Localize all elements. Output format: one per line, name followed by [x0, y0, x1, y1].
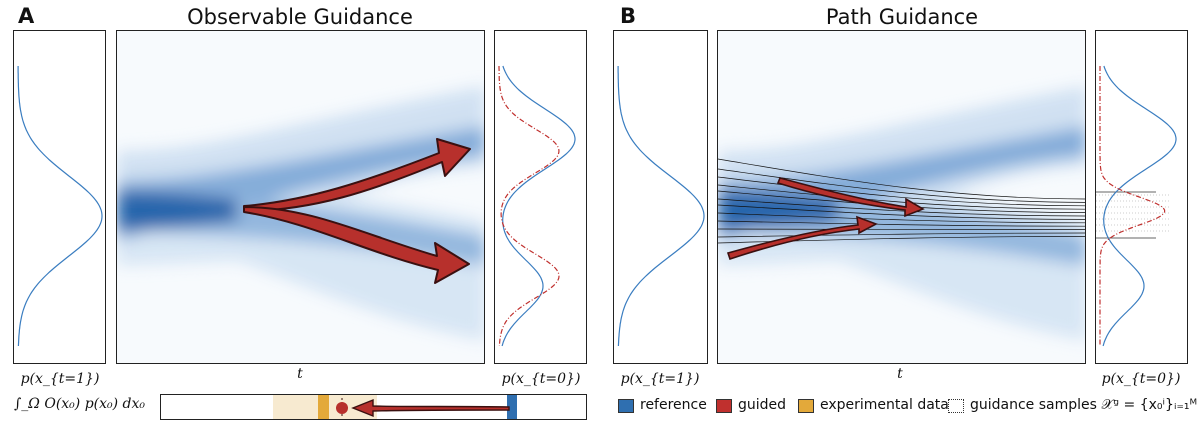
observable-bar	[160, 394, 587, 420]
observable-shift-arrow	[351, 398, 510, 418]
sample-path	[718, 220, 1085, 227]
sample-path	[718, 176, 1085, 207]
sample-path	[718, 184, 1085, 210]
panel-a-letter: A	[18, 4, 35, 28]
panel-b-left-density-svg	[617, 66, 705, 347]
integral-label: ∫_Ω O(x₀) p(x₀) dx₀	[14, 396, 146, 412]
sample-path	[718, 212, 1085, 224]
guidance-arrow-lower	[243, 206, 470, 284]
guided-swatch	[716, 399, 732, 413]
sample-path	[718, 236, 1085, 244]
panel-a-left-density-plot	[13, 30, 106, 364]
sample-path	[718, 204, 1085, 220]
panel-a-heatmap-svg	[117, 31, 484, 363]
panel-b-right-density-svg	[1096, 65, 1187, 347]
reference-density-curve	[1102, 65, 1177, 347]
sample-path	[718, 168, 1085, 203]
sample-path	[718, 158, 1085, 200]
panel-a-right-density-plot	[494, 30, 587, 364]
guided-density-curve	[498, 66, 560, 347]
panel-a-left-axis-label: p(x_{t=1})	[20, 371, 100, 387]
reference-density-curve	[617, 66, 705, 347]
legend-label: guided	[738, 397, 787, 413]
path-guidance-arrow-lower	[726, 215, 878, 261]
legend-label: reference	[640, 397, 707, 413]
panel-b-left-density-plot	[613, 30, 708, 364]
panel-b-left-axis-label: p(x_{t=1})	[620, 371, 700, 387]
panel-b-title: Path Guidance	[825, 5, 979, 29]
legend-label: guidance samples 𝒳ᵍ = {x₀ⁱ}ᵢ₌₁ᴹ	[970, 397, 1198, 413]
guidance-arrow-upper	[243, 138, 471, 212]
panel-a-heatmap	[116, 30, 485, 364]
panel-b-right-density-plot	[1095, 30, 1188, 364]
panel-b-heatmap	[717, 30, 1086, 364]
panel-b-right-axis-label: p(x_{t=0})	[1101, 371, 1181, 387]
panel-b-letter: B	[620, 4, 637, 28]
sample-path	[718, 232, 1085, 238]
experimental-swatch	[798, 399, 814, 413]
path-guidance-arrow-upper	[776, 177, 925, 218]
reference-swatch	[618, 399, 634, 413]
panel-a-center-axis-label: t	[297, 366, 303, 382]
panel-a-right-density-svg	[498, 65, 576, 347]
panel-a-title: Observable Guidance	[187, 5, 413, 29]
reference-value-marker	[507, 395, 517, 419]
samples-swatch	[948, 399, 964, 413]
legend-label: experimental data	[820, 397, 949, 413]
reference-density-curve	[17, 66, 103, 347]
panel-a-left-density-svg	[17, 66, 103, 347]
sample-path	[718, 198, 1085, 217]
experimental-value-marker	[318, 395, 329, 419]
observable-bar-svg	[273, 395, 517, 419]
guided-value-marker	[336, 402, 348, 414]
panel-a-right-axis-label: p(x_{t=0})	[501, 371, 581, 387]
reference-density-curve	[501, 65, 576, 347]
panel-b-center-axis-label: t	[897, 366, 903, 382]
panel-b-heatmap-svg	[718, 31, 1085, 363]
guidance-sample-paths	[718, 158, 1085, 244]
sample-path	[718, 228, 1085, 230]
